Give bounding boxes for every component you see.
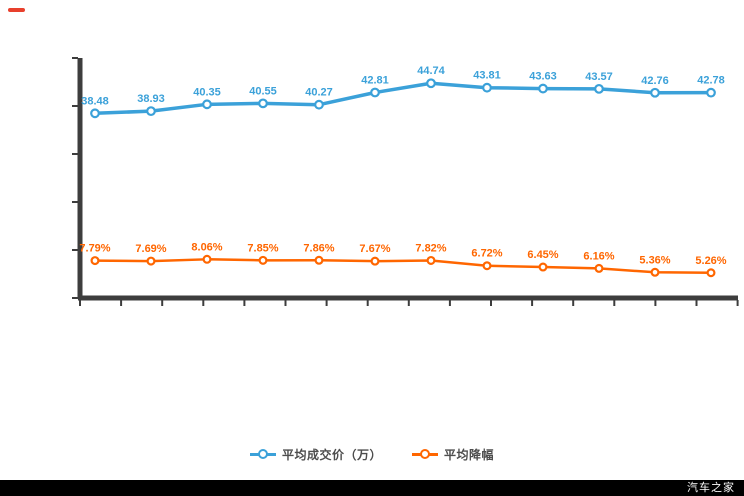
data-point-marker bbox=[706, 268, 716, 278]
data-point-label: 43.57 bbox=[585, 71, 613, 83]
blue-line-marker-icon bbox=[249, 447, 276, 461]
data-point-label: 44.74 bbox=[417, 65, 445, 77]
data-point-label: 38.48 bbox=[81, 95, 109, 107]
data-point-label: 38.93 bbox=[137, 93, 165, 105]
data-point-label: 6.16% bbox=[583, 250, 614, 262]
data-point-marker bbox=[538, 262, 548, 272]
data-point-marker bbox=[594, 83, 604, 94]
data-point-label: 7.69% bbox=[135, 243, 166, 255]
data-point-marker bbox=[370, 87, 380, 98]
legend-item-avg-discount[interactable]: 平均降幅 bbox=[412, 446, 494, 463]
data-point-label: 8.06% bbox=[191, 241, 222, 253]
red-dash-mark bbox=[8, 8, 25, 12]
data-point-label: 40.55 bbox=[249, 85, 277, 97]
data-point-marker bbox=[650, 267, 660, 277]
data-point-label: 7.82% bbox=[415, 242, 446, 254]
data-point-marker bbox=[426, 255, 436, 265]
data-point-marker bbox=[202, 99, 212, 110]
line-chart-plot: 38.48 38.93 40.35 40.55 40.27 42.81 44.74 43.81… bbox=[72, 57, 739, 306]
data-point-label: 7.85% bbox=[247, 242, 278, 254]
watermark-text: 汽车之家 bbox=[687, 482, 735, 494]
blue-series-line bbox=[93, 81, 713, 116]
data-point-label: 7.79% bbox=[79, 243, 110, 255]
data-point-label: 5.26% bbox=[695, 255, 726, 267]
data-point-label: 6.72% bbox=[471, 248, 502, 260]
data-point-marker bbox=[258, 255, 268, 265]
data-point-marker bbox=[538, 83, 548, 94]
legend-item-avg-price[interactable]: 平均成交价（万） bbox=[249, 446, 382, 463]
legend-label-avg-price: 平均成交价（万） bbox=[281, 447, 382, 462]
data-point-marker bbox=[314, 255, 324, 265]
data-point-marker bbox=[594, 263, 604, 273]
chart-legend: 平均成交价（万） 平均降幅 bbox=[0, 443, 744, 465]
data-point-label: 42.76 bbox=[641, 75, 669, 87]
data-point-marker bbox=[314, 99, 324, 110]
data-point-label: 43.63 bbox=[529, 71, 557, 83]
data-point-marker bbox=[258, 98, 268, 109]
data-point-marker bbox=[370, 256, 380, 266]
data-point-label: 43.81 bbox=[473, 70, 501, 82]
watermark-bar: 汽车之家 bbox=[0, 480, 744, 496]
data-point-marker bbox=[706, 87, 716, 98]
orange-line-marker-icon bbox=[412, 447, 438, 461]
data-point-label: 42.81 bbox=[361, 75, 389, 87]
data-point-marker bbox=[426, 78, 436, 89]
data-point-marker bbox=[202, 254, 212, 264]
data-point-marker bbox=[650, 87, 660, 98]
data-point-label: 42.78 bbox=[697, 75, 725, 87]
data-point-label: 5.36% bbox=[639, 254, 670, 266]
data-point-label: 40.27 bbox=[305, 87, 333, 99]
data-point-marker bbox=[146, 106, 156, 117]
legend-label-avg-discount: 平均降幅 bbox=[444, 447, 495, 462]
data-point-marker bbox=[482, 82, 492, 93]
data-point-label: 40.35 bbox=[193, 86, 221, 98]
data-point-marker bbox=[90, 108, 100, 119]
data-point-label: 6.45% bbox=[527, 249, 558, 261]
data-point-label: 7.67% bbox=[359, 243, 390, 255]
orange-series-line bbox=[93, 258, 713, 275]
data-point-marker bbox=[146, 256, 156, 266]
data-point-marker bbox=[482, 261, 492, 271]
data-point-marker bbox=[90, 256, 100, 266]
data-point-label: 7.86% bbox=[303, 242, 334, 254]
